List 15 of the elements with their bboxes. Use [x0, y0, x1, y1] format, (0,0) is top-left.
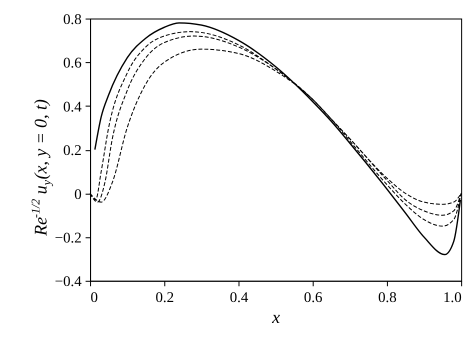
y-tick-label: 0.4	[63, 99, 82, 116]
x-tick-label: 0.4	[230, 290, 249, 306]
x-tick-label: 0.2	[155, 290, 174, 306]
y-tick-label: 0.8	[63, 12, 82, 28]
y-tick-label: 0	[74, 186, 82, 203]
x-tick-label: 0	[90, 290, 98, 306]
x-axis-title: x	[271, 306, 280, 327]
y-tick-label: 0.2	[63, 143, 82, 160]
x-tick-label: 0.8	[378, 290, 397, 306]
y-axis-title: Re-1/2uy(x, y = 0, t)	[28, 99, 54, 237]
y-tick-label: −0.2	[54, 230, 82, 247]
x-tick-label: 0.6	[304, 290, 322, 306]
y-tick-label: 0.6	[63, 56, 82, 72]
x-tick-label: 1.0	[443, 290, 462, 306]
y-tick-label: −0.4	[54, 274, 82, 290]
